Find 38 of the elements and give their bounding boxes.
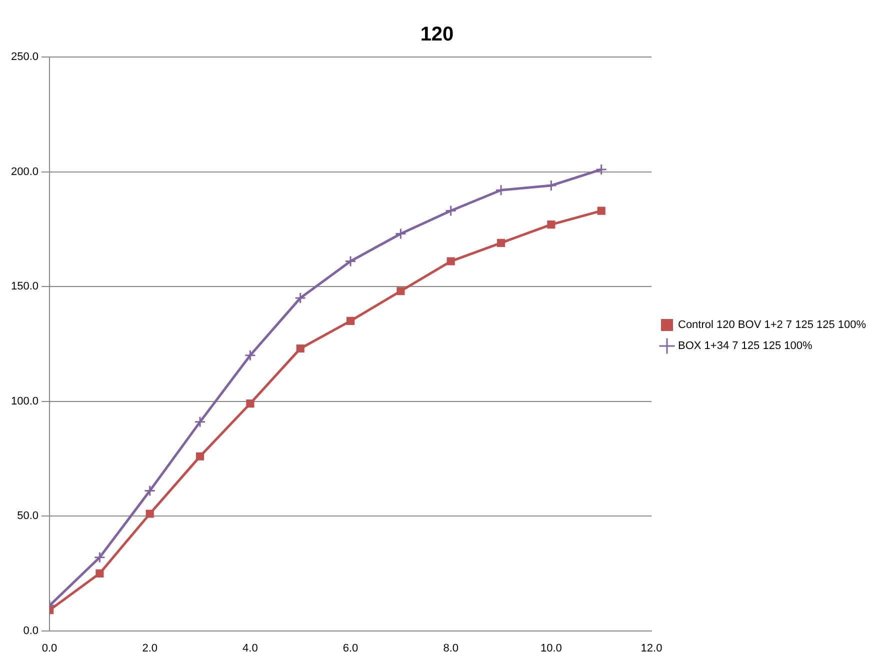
point	[496, 238, 506, 247]
chart-title: 120	[420, 24, 454, 46]
point	[445, 205, 457, 217]
point	[96, 569, 104, 578]
x-tick-label: 8.0	[443, 642, 458, 654]
point	[194, 416, 206, 428]
y-tick-label: 50.0	[17, 510, 39, 522]
point	[547, 220, 556, 229]
point	[596, 164, 608, 176]
point	[246, 400, 254, 408]
point	[144, 485, 156, 497]
x-tick-label: 10.0	[540, 642, 562, 654]
point	[196, 452, 204, 460]
x-tick-label: 2.0	[142, 642, 158, 654]
point	[597, 206, 606, 215]
point	[146, 510, 154, 518]
point	[545, 180, 557, 192]
x-tick-label: 0.0	[42, 642, 58, 654]
point	[346, 316, 355, 325]
x-tick-label: 4.0	[242, 642, 258, 654]
y-tick-label: 0.0	[23, 624, 39, 637]
point	[344, 256, 356, 268]
y-tick-label: 250.0	[10, 51, 39, 64]
point	[296, 344, 304, 353]
legend-label: Control 120 BOV 1+2 7 125 125 100%	[678, 319, 866, 332]
y-tick-label: 200.0	[10, 166, 39, 178]
point	[396, 287, 405, 296]
point	[294, 292, 306, 304]
legend-label: BOX 1+34 7 125 125 100%	[678, 340, 812, 352]
point	[495, 184, 507, 196]
y-tick-label: 100.0	[10, 395, 39, 408]
point	[394, 228, 406, 240]
point	[244, 350, 256, 362]
point	[94, 552, 106, 564]
x-tick-label: 6.0	[342, 642, 358, 654]
x-tick-label: 12.0	[640, 642, 662, 654]
point	[446, 257, 455, 266]
y-tick-label: 150.0	[10, 280, 39, 293]
